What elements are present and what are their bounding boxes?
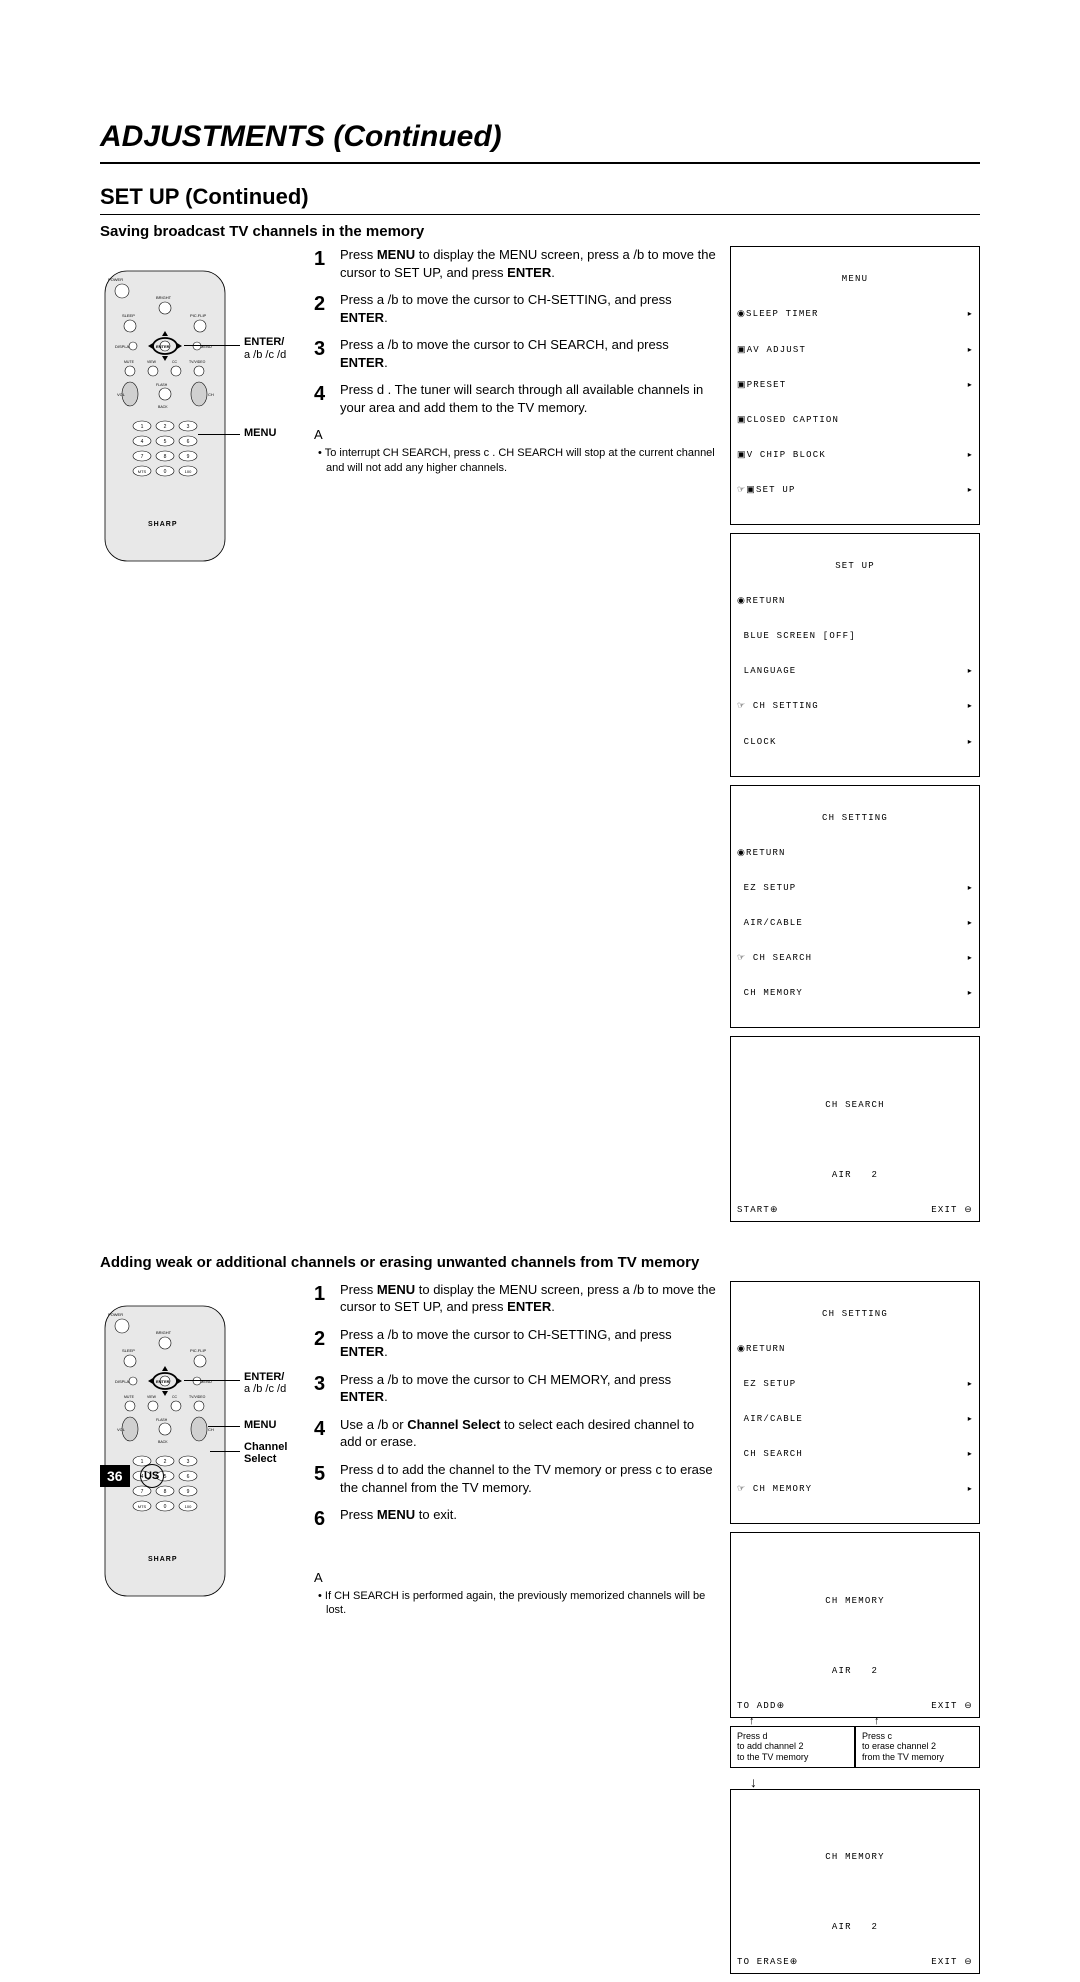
page-number: 36	[100, 1465, 130, 1487]
svg-text:MUTE: MUTE	[124, 1395, 135, 1399]
svg-text:SLEEP: SLEEP	[122, 313, 135, 318]
svg-text:0: 0	[164, 1504, 167, 1510]
section-title: SET UP (Continued)	[100, 184, 980, 210]
sec2-step-2: 2 Press a /b to move the cursor to CH-SE…	[314, 1326, 716, 1361]
svg-text:9: 9	[187, 1489, 190, 1495]
svg-text:5: 5	[164, 439, 167, 445]
svg-text:FLASH: FLASH	[156, 383, 168, 387]
osd-chmemory-2: CH MEMORY AIR 2 TO ERASE⊕ EXIT ⊖	[730, 1789, 980, 1974]
svg-text:FLASH: FLASH	[156, 1418, 168, 1422]
remote2-label-channel: Channel	[244, 1441, 287, 1453]
svg-text:ENTER: ENTER	[156, 344, 170, 349]
svg-text:2: 2	[164, 1459, 167, 1465]
svg-text:5: 5	[164, 1474, 167, 1480]
svg-text:100: 100	[185, 1504, 192, 1509]
remote1-label-enter: ENTER/	[244, 336, 284, 348]
callout-add: ↑ Press d to add channel 2 to the TV mem…	[730, 1726, 855, 1768]
sec1-step-1: 1 Press MENU to display the MENU screen,…	[314, 246, 716, 281]
remote2-label-enterkeys: a /b /c /d	[244, 1383, 286, 1395]
callout-row: ↑ Press d to add channel 2 to the TV mem…	[730, 1726, 980, 1768]
svg-text:MTS: MTS	[138, 1504, 147, 1509]
svg-text:SLEEP: SLEEP	[122, 1348, 135, 1353]
sec2-step-3: 3 Press a /b to move the cursor to CH ME…	[314, 1371, 716, 1406]
remote2-label-enter: ENTER/	[244, 1371, 284, 1383]
svg-text:8: 8	[164, 454, 167, 460]
svg-text:POWER: POWER	[108, 277, 123, 282]
svg-text:BACK: BACK	[158, 1440, 168, 1444]
arrow-up-icon: ↑	[749, 1715, 755, 1728]
arrow-up-icon: ↑	[874, 1715, 880, 1728]
remote-diagram-2: POWER BRIGHT SLEEP PIC.FLIP ENTER DISPLA…	[100, 1281, 300, 1982]
osd-chsetting-1: CH SETTING ◉RETURN EZ SETUP AIR/CABLE ☞ …	[730, 785, 980, 1029]
remote1-label-enterkeys: a /b /c /d	[244, 349, 286, 361]
callout-erase: ↑ Press c to erase channel 2 from the TV…	[855, 1726, 980, 1768]
sec2-note: A If CH SEARCH is performed again, the p…	[314, 1569, 716, 1618]
sec1-heading: Saving broadcast TV channels in the memo…	[100, 223, 980, 240]
osd-chsetting-2: CH SETTING ◉RETURN EZ SETUP AIR/CABLE CH…	[730, 1281, 980, 1525]
svg-text:3: 3	[187, 424, 190, 430]
svg-text:POWER: POWER	[108, 1312, 123, 1317]
svg-text:SHARP: SHARP	[148, 1556, 178, 1563]
remote2-label-select: Select	[244, 1453, 276, 1465]
sec2-step-4: 4 Use a /b or Channel Select to select e…	[314, 1416, 716, 1451]
svg-text:CH: CH	[208, 392, 214, 397]
title-rule	[100, 162, 980, 164]
remote-svg-1: POWER BRIGHT SLEEP PIC.FLIP ENTER DISPLA…	[100, 266, 230, 566]
arrow-down-icon: ↓	[730, 1776, 980, 1789]
sec1-step-4: 4 Press d . The tuner will search throug…	[314, 381, 716, 416]
sec2-heading: Adding weak or additional channels or er…	[100, 1254, 980, 1271]
svg-text:PIC.FLIP: PIC.FLIP	[190, 1348, 207, 1353]
svg-text:VIEW: VIEW	[147, 360, 157, 364]
sec2-screens: CH SETTING ◉RETURN EZ SETUP AIR/CABLE CH…	[730, 1281, 980, 1982]
svg-text:0: 0	[164, 469, 167, 475]
svg-text:2: 2	[164, 424, 167, 430]
svg-text:100: 100	[185, 469, 192, 474]
sec1-screens: MENU ◉SLEEP TIMER ▣AV ADJUST ▣PRESET ▣CL…	[730, 246, 980, 1230]
svg-text:ENTER: ENTER	[156, 1379, 170, 1384]
osd-chmemory-1: CH MEMORY AIR 2 TO ADD⊕ EXIT ⊖	[730, 1532, 980, 1717]
remote2-label-menu: MENU	[244, 1419, 276, 1432]
sec2-step-6: 6 Press MENU to exit.	[314, 1506, 716, 1533]
svg-text:9: 9	[187, 454, 190, 460]
remote1-label-menu: MENU	[244, 427, 276, 440]
section-rule	[100, 214, 980, 215]
svg-text:1: 1	[141, 424, 144, 430]
svg-text:VOL: VOL	[117, 1427, 126, 1432]
svg-text:TV/VIDEO: TV/VIDEO	[189, 360, 206, 364]
sec1-step-3: 3 Press a /b to move the cursor to CH SE…	[314, 336, 716, 371]
svg-text:7: 7	[141, 454, 144, 460]
sec1-steps: 1 Press MENU to display the MENU screen,…	[314, 246, 716, 1230]
sec2-step-5: 5 Press d to add the channel to the TV m…	[314, 1461, 716, 1496]
svg-text:MUTE: MUTE	[124, 360, 135, 364]
page-title: ADJUSTMENTS (Continued)	[100, 120, 980, 154]
svg-text:CC: CC	[172, 1395, 178, 1399]
remote-diagram-1: POWER BRIGHT SLEEP PIC.FLIP ENTER DISPLA…	[100, 246, 300, 1230]
svg-text:VOL: VOL	[117, 392, 126, 397]
svg-text:6: 6	[187, 1474, 190, 1480]
page-footer: 36 US	[100, 1464, 164, 1488]
region-badge: US	[140, 1464, 164, 1488]
osd-chsearch: CH SEARCH AIR 2 START⊕ EXIT ⊖	[730, 1036, 980, 1221]
svg-text:CC: CC	[172, 360, 178, 364]
sec1-step-2: 2 Press a /b to move the cursor to CH-SE…	[314, 291, 716, 326]
osd-menu: MENU ◉SLEEP TIMER ▣AV ADJUST ▣PRESET ▣CL…	[730, 246, 980, 525]
sec1-note: A To interrupt CH SEARCH, press c . CH S…	[314, 426, 716, 475]
svg-text:PIC.FLIP: PIC.FLIP	[190, 313, 207, 318]
svg-text:7: 7	[141, 1489, 144, 1495]
svg-text:BACK: BACK	[158, 405, 168, 409]
svg-text:8: 8	[164, 1489, 167, 1495]
osd-setup: SET UP ◉RETURN BLUE SCREEN [OFF] LANGUAG…	[730, 533, 980, 777]
svg-text:6: 6	[187, 439, 190, 445]
svg-text:VIEW: VIEW	[147, 1395, 157, 1399]
sec2-step-1: 1 Press MENU to display the MENU screen,…	[314, 1281, 716, 1316]
svg-text:MTS: MTS	[138, 469, 147, 474]
svg-text:CH: CH	[208, 1427, 214, 1432]
svg-text:BRIGHT: BRIGHT	[156, 295, 172, 300]
svg-text:3: 3	[187, 1459, 190, 1465]
sec2-steps: 1 Press MENU to display the MENU screen,…	[314, 1281, 716, 1982]
svg-text:TV/VIDEO: TV/VIDEO	[189, 1395, 206, 1399]
svg-text:4: 4	[141, 439, 144, 445]
svg-text:SHARP: SHARP	[148, 521, 178, 528]
svg-text:BRIGHT: BRIGHT	[156, 1330, 172, 1335]
